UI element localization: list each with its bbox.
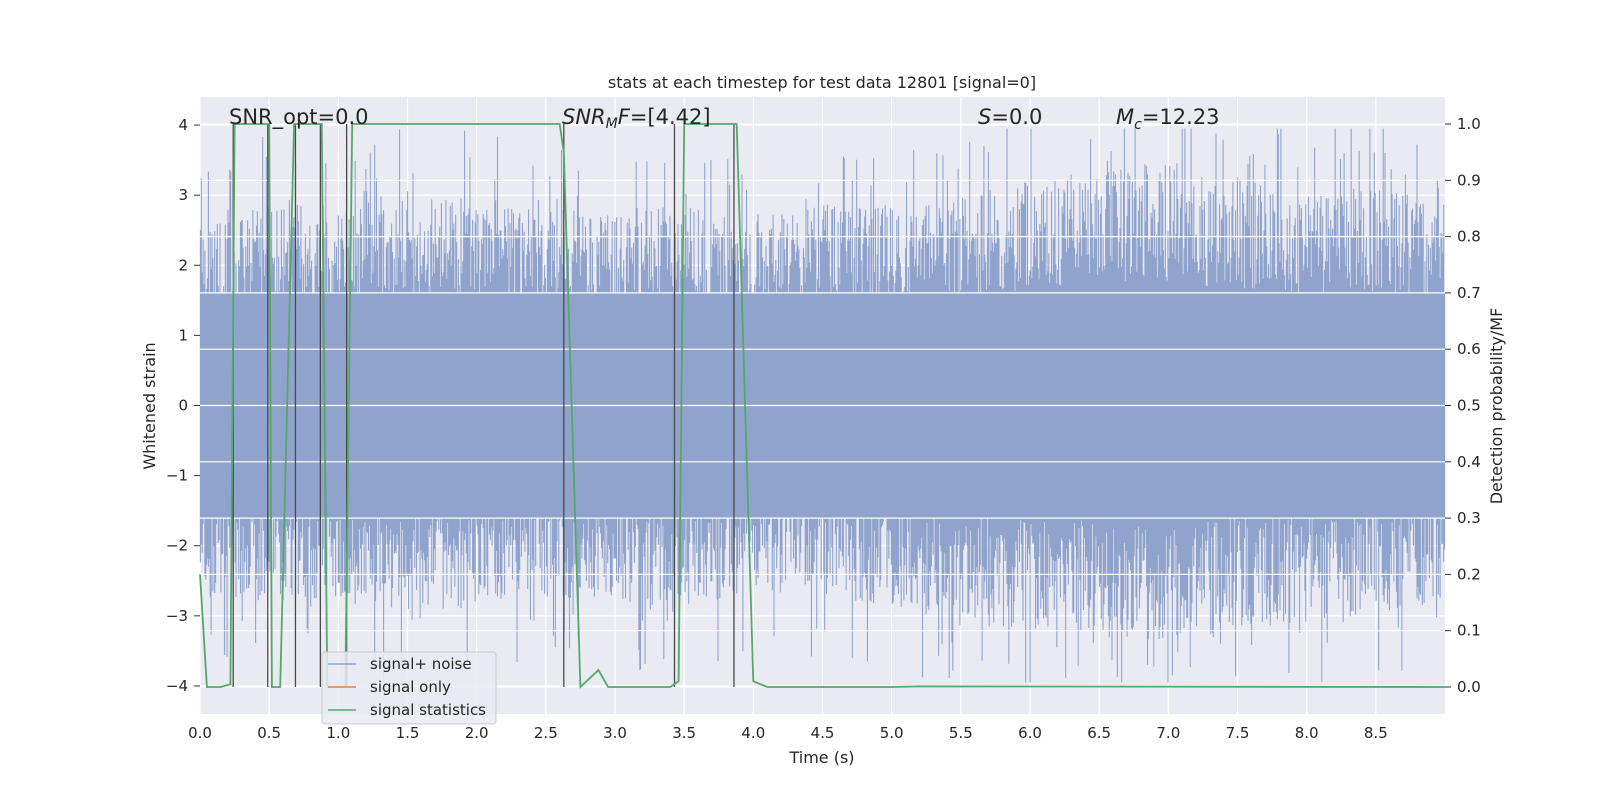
y-tick-label: −2 xyxy=(166,537,188,555)
legend-box xyxy=(321,651,497,725)
s-main: S xyxy=(978,105,991,129)
y-tick-label: −4 xyxy=(166,677,188,695)
y-tick-label: 1 xyxy=(178,326,188,344)
x-tick-label: 8.0 xyxy=(1295,724,1319,742)
annotation-snr-mf: SNRMF=[4.42] xyxy=(562,105,711,132)
x-tick-label: 4.0 xyxy=(741,724,765,742)
x-tick-label: 5.5 xyxy=(949,724,973,742)
x-axis-ticks: 0.0 0.5 1.0 1.5 2.0 2.5 3.0 3.5 4.0 4.5 5.0 5.5 6.0 6… xyxy=(188,724,1388,742)
y-tick-label: 3 xyxy=(178,186,188,204)
y-right-tick-label: 0.8 xyxy=(1457,228,1481,246)
y-right-tick-label: 0.7 xyxy=(1457,284,1481,302)
y-right-tick-label: 0.6 xyxy=(1457,340,1481,358)
y-right-axis-label: Detection probability/MF xyxy=(1487,308,1506,505)
y-right-tick-label: 0.9 xyxy=(1457,171,1481,189)
x-tick-label: 3.5 xyxy=(672,724,696,742)
x-tick-label: 2.5 xyxy=(534,724,558,742)
y-tick-label: −3 xyxy=(166,607,188,625)
annotation-s: S=0.0 xyxy=(978,105,1042,129)
y-right-tick-label: 1.0 xyxy=(1457,115,1481,133)
x-tick-label: 1.0 xyxy=(326,724,350,742)
x-tick-label: 5.0 xyxy=(880,724,904,742)
y-right-tick-label: 0.3 xyxy=(1457,509,1481,527)
x-tick-label: 0.5 xyxy=(257,724,281,742)
x-tick-label: 1.5 xyxy=(396,724,420,742)
snr-mf-sub2: F xyxy=(618,105,631,129)
legend: signal+ noise signal only signal statist… xyxy=(321,651,497,725)
series-signal-statistics xyxy=(199,123,1446,690)
y-axis-label: Whitened strain xyxy=(140,342,159,469)
x-tick-label: 2.0 xyxy=(465,724,489,742)
legend-label-signal-only: signal only xyxy=(370,678,451,696)
annotation-mc: Mc=12.23 xyxy=(1116,105,1220,133)
x-tick-label: 7.5 xyxy=(1226,724,1250,742)
x-tick-label: 6.0 xyxy=(1018,724,1042,742)
y-axis-ticks: −4 −3 −2 −1 0 1 2 3 4 xyxy=(166,116,200,695)
y-right-tick-label: 0.2 xyxy=(1457,565,1481,583)
y-tick-label: 4 xyxy=(178,116,188,134)
x-tick-label: 7.0 xyxy=(1156,724,1180,742)
y-tick-label: 2 xyxy=(178,256,188,274)
y-right-axis-ticks: 0.0 0.1 0.2 0.3 0.4 0.5 0.6 0.7 0.8 0.9 1.0 xyxy=(1445,115,1481,696)
snr-mf-main: SNR xyxy=(562,105,606,129)
x-tick-label: 4.5 xyxy=(811,724,835,742)
noise-strokes xyxy=(199,128,1446,683)
x-tick-label: 3.0 xyxy=(603,724,627,742)
x-tick-label: 6.5 xyxy=(1087,724,1111,742)
chart-title: stats at each timestep for test data 128… xyxy=(608,73,1036,92)
annotation-snr-opt: SNR_opt=0.0 xyxy=(229,105,369,130)
x-axis-label: Time (s) xyxy=(788,748,854,767)
legend-label-signal-noise: signal+ noise xyxy=(370,655,472,673)
y-right-tick-label: 0.4 xyxy=(1457,453,1481,471)
y-right-tick-label: 0.1 xyxy=(1457,622,1481,640)
x-tick-label: 0.0 xyxy=(188,724,212,742)
y-tick-label: −1 xyxy=(166,467,188,485)
mc-value: =12.23 xyxy=(1142,105,1220,129)
y-right-tick-label: 0.0 xyxy=(1457,678,1481,696)
signal-statistics-line xyxy=(199,123,1446,690)
snr-mf-sub: M xyxy=(606,116,618,132)
legend-label-signal-statistics: signal statistics xyxy=(370,701,486,719)
s-value: =0.0 xyxy=(991,105,1042,129)
mc-main: M xyxy=(1116,105,1134,129)
y-tick-label: 0 xyxy=(178,397,188,415)
snr-mf-value: =[4.42] xyxy=(630,105,711,129)
mc-sub: c xyxy=(1134,117,1142,133)
y-right-tick-label: 0.5 xyxy=(1457,397,1481,415)
x-tick-label: 8.5 xyxy=(1364,724,1388,742)
